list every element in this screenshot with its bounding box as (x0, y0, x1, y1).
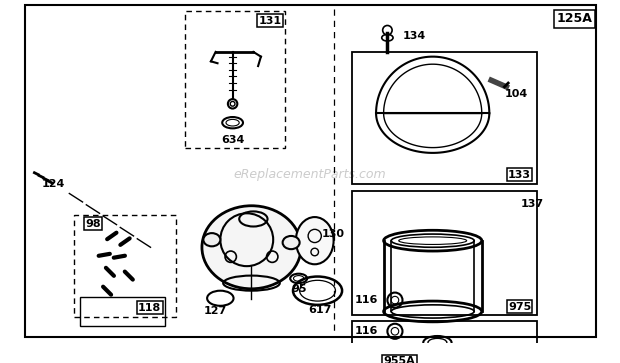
Text: 130: 130 (322, 229, 345, 239)
Text: 137: 137 (520, 199, 544, 209)
Bar (353, 191, 536, 315)
Ellipse shape (296, 217, 334, 264)
Text: 134: 134 (402, 31, 426, 41)
Text: 133: 133 (508, 170, 531, 180)
Text: 955A: 955A (384, 356, 415, 363)
Text: 124: 124 (42, 179, 65, 189)
Text: 131: 131 (259, 16, 282, 26)
Text: 634: 634 (221, 135, 244, 145)
Bar (185, 11, 285, 148)
Ellipse shape (202, 206, 301, 289)
Bar (74, 215, 176, 317)
Text: 116: 116 (355, 295, 378, 305)
Bar (80, 297, 165, 326)
Text: 118: 118 (138, 303, 161, 313)
Text: 975: 975 (508, 302, 531, 312)
Text: 125A: 125A (556, 12, 592, 25)
Text: 98: 98 (85, 219, 100, 229)
Text: 617: 617 (308, 305, 331, 315)
Text: 95: 95 (291, 284, 306, 294)
Text: 116: 116 (355, 326, 378, 336)
Text: 104: 104 (505, 89, 528, 99)
Bar (353, 52, 536, 184)
Ellipse shape (283, 236, 299, 249)
Text: eReplacementParts.com: eReplacementParts.com (234, 168, 386, 181)
Ellipse shape (203, 233, 220, 246)
Bar (353, 321, 536, 363)
Text: 127: 127 (204, 306, 228, 317)
